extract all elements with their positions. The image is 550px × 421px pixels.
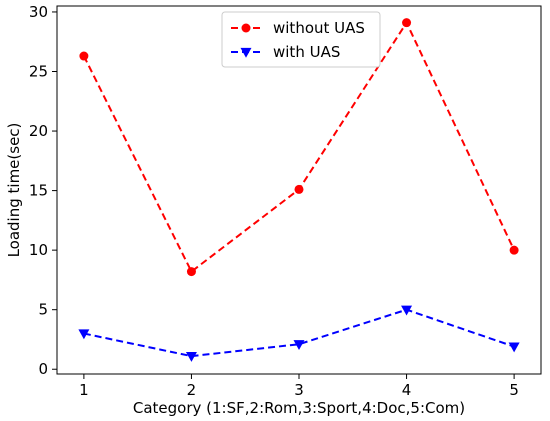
x-axis-label: Category (1:SF,2:Rom,3:Sport,4:Doc,5:Com… [133,399,465,417]
axis-ticks: 1 2 3 4 5 0 5 10 15 20 25 30 [29,3,519,399]
data-point-with-uas [293,340,305,351]
data-point-with-uas [185,352,197,362]
y-tick-label: 15 [29,182,48,200]
x-tick-label: 5 [509,381,519,399]
data-point-without-uas [294,184,304,194]
legend-label-without-uas: without UAS [273,19,365,37]
data-point-with-uas [78,329,90,340]
legend: without UAS with UAS [221,11,381,68]
x-tick-label: 3 [294,381,304,399]
x-tick-label: 1 [79,381,89,399]
y-tick-label: 30 [29,3,48,21]
legend-marker-with-uas [240,47,252,58]
x-tick-label: 2 [187,381,197,399]
data-point-with-uas [401,305,413,316]
y-tick-label: 10 [29,241,48,259]
legend-marker-shape [241,23,251,33]
y-tick-label: 0 [38,360,48,378]
legend-marker-shape [240,47,252,58]
x-tick-label: 4 [402,381,412,399]
series-line-with-uas [83,308,515,358]
data-point-without-uas [186,267,196,277]
data-point-without-uas [509,245,519,255]
data-point-with-uas [508,342,520,353]
y-tick-label: 25 [29,63,48,81]
y-tick-label: 20 [29,122,48,140]
y-tick-label: 5 [38,301,48,319]
data-point-without-uas [79,51,89,61]
legend-label-with-uas: with UAS [273,43,340,61]
legend-box [221,11,381,68]
series-layer [78,18,520,362]
y-axis-label: Loading time(sec) [5,123,23,258]
data-point-without-uas [402,18,412,28]
legend-marker-without-uas [241,23,251,33]
